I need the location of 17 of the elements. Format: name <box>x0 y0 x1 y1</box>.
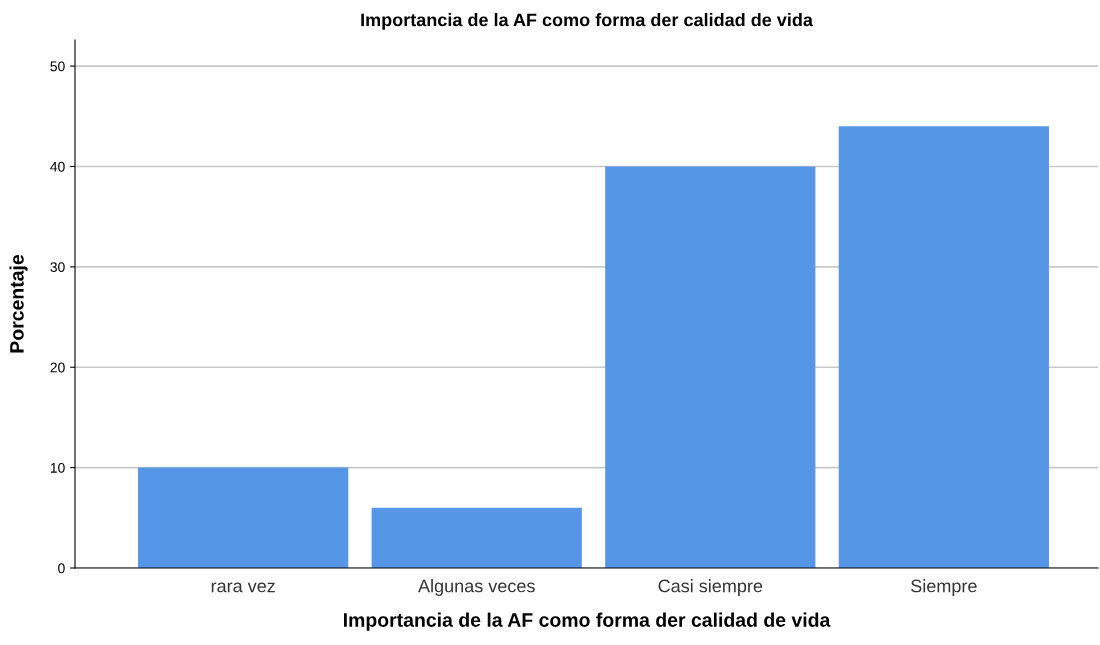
bar <box>371 507 582 568</box>
bar <box>605 166 816 568</box>
chart-title: Importancia de la AF como forma der calidad de vida <box>361 13 814 30</box>
y-tick-label: 0 <box>58 563 65 574</box>
bar <box>838 126 1049 568</box>
x-tick-label: Siempre <box>911 579 977 596</box>
y-tick-label: 40 <box>50 161 65 172</box>
y-tick-label: 10 <box>50 462 65 473</box>
y-tick-label: 30 <box>50 262 65 273</box>
y-tick-label: 20 <box>50 362 65 373</box>
y-axis-title: Porcentaje <box>9 254 28 353</box>
x-tick-label: rara vez <box>211 582 275 593</box>
y-tick-label: 50 <box>50 61 65 72</box>
x-tick-label: Algunas veces <box>418 579 535 596</box>
bar <box>138 467 349 568</box>
x-tick-label: Casi siempre <box>658 579 763 596</box>
x-axis-title: Importancia de la AF como forma der calidad de vida <box>343 612 831 631</box>
